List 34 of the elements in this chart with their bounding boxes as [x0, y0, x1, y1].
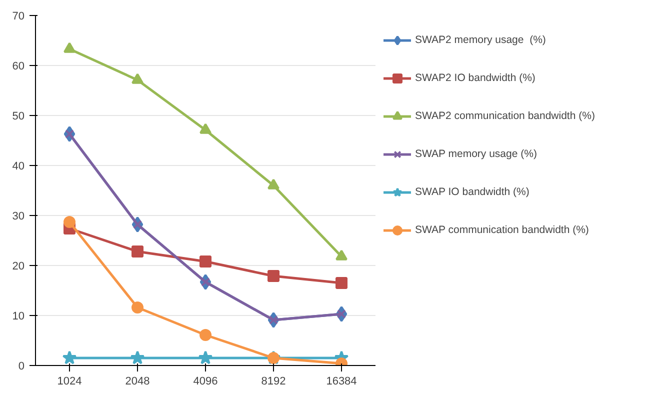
- point: [130, 350, 145, 364]
- point: [132, 302, 144, 314]
- y-tick-label: 10: [12, 310, 25, 322]
- point: [64, 216, 76, 228]
- x-tick-label: 4096: [193, 376, 218, 388]
- point: [198, 350, 213, 364]
- point: [200, 329, 212, 341]
- x-tick-label: 8192: [261, 376, 286, 388]
- legend-label: SWAP IO bandwidth (%): [415, 186, 530, 198]
- legend-label: SWAP memory usage (%): [415, 148, 537, 160]
- y-tick-label: 50: [12, 110, 25, 122]
- y-tick-label: 20: [12, 260, 25, 272]
- x-tick-label: 2048: [125, 376, 150, 388]
- x-tick-label: 1024: [57, 376, 82, 388]
- y-tick-label: 70: [12, 10, 25, 22]
- legend-label: SWAP communication bandwidth (%): [415, 224, 589, 236]
- y-tick-label: 60: [12, 60, 25, 72]
- y-tick-label: 0: [18, 360, 25, 372]
- legend-label: SWAP2 memory usage (%): [415, 34, 546, 46]
- x-tick-label: 16384: [326, 376, 357, 388]
- y-tick-label: 40: [12, 160, 25, 172]
- point: [64, 42, 76, 53]
- point: [132, 73, 144, 84]
- point: [268, 270, 280, 282]
- point: [268, 178, 280, 190]
- legend-label: SWAP2 communication bandwidth (%): [415, 110, 595, 122]
- point: [132, 246, 144, 258]
- point: [200, 123, 212, 134]
- point: [336, 250, 348, 260]
- point: [336, 277, 348, 289]
- legend-label: SWAP2 IO bandwidth (%): [415, 72, 536, 84]
- y-tick-label: 30: [12, 210, 25, 222]
- point: [62, 350, 77, 364]
- point: [200, 256, 212, 268]
